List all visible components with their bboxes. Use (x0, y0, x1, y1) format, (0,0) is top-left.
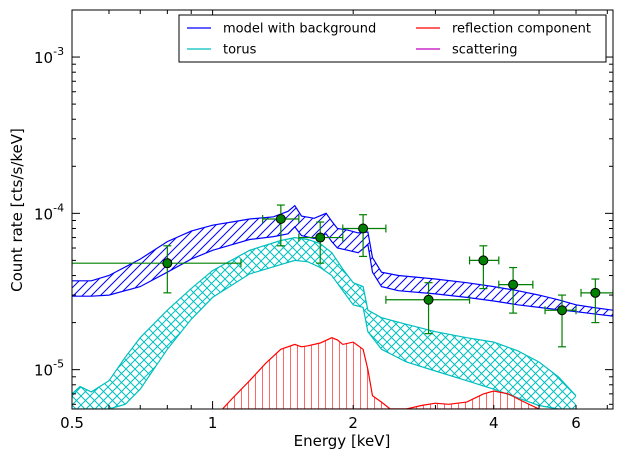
data-point (262, 204, 300, 247)
legend-label: reflection component (452, 22, 591, 37)
axis-ticks (71, 9, 613, 409)
x-tick-label: 0.5 (60, 414, 84, 432)
data-marker (315, 232, 326, 243)
data-point (468, 245, 500, 290)
data-point (298, 221, 344, 264)
data-marker (557, 305, 568, 316)
band-upper-reflection-component (222, 337, 540, 409)
legend-entry: scattering (416, 43, 518, 58)
legend-label: torus (223, 43, 257, 58)
data-marker (478, 255, 489, 266)
legend-entry: reflection component (416, 22, 591, 37)
data-marker (358, 223, 369, 234)
y-tick-label: 10-3 (34, 45, 64, 67)
plot-area (72, 204, 613, 409)
x-tick-label: 4 (489, 414, 499, 432)
band-upper-model-with-background (72, 204, 613, 311)
band-fill-model-with-background (72, 205, 613, 317)
x-axis-label: Energy [keV] (294, 432, 391, 450)
x-tick-label: 2 (348, 414, 358, 432)
axes-frame (71, 9, 614, 410)
data-point (580, 278, 613, 324)
legend-box (178, 14, 607, 63)
data-point (498, 266, 534, 314)
legend: model with background torus reflection com… (178, 14, 607, 63)
band-lower-torus (72, 259, 576, 409)
band-fill-reflection-component (222, 337, 539, 409)
y-tick-label: 10-5 (34, 358, 64, 380)
data-points (72, 204, 613, 348)
series-model-with-background (72, 204, 613, 317)
data-marker (162, 258, 173, 269)
series-torus (72, 236, 577, 409)
data-marker (590, 287, 601, 298)
data-point (544, 294, 577, 348)
y-axis-label: Count rate [cts/s/keV] (8, 128, 26, 292)
legend-entry: model with background (187, 22, 376, 37)
y-tick-label: 10-4 (34, 201, 64, 223)
legend-entry: torus (187, 43, 257, 58)
band-fill-torus (72, 237, 576, 409)
data-marker (508, 279, 519, 290)
band-lower-model-with-background (72, 225, 613, 317)
band-upper-torus (72, 236, 577, 397)
legend-label: model with background (223, 22, 376, 37)
x-tick-label: 1 (208, 414, 218, 432)
tick-labels: 0.5 1 2 4 6 10-3 10-4 10-5 (34, 45, 581, 432)
data-point (385, 282, 471, 335)
x-tick-label: 6 (571, 414, 581, 432)
data-marker (275, 214, 286, 225)
data-marker (423, 294, 434, 305)
legend-label: scattering (452, 43, 518, 58)
series-reflection-component (222, 337, 540, 409)
data-point (72, 245, 242, 294)
data-point (342, 214, 387, 258)
